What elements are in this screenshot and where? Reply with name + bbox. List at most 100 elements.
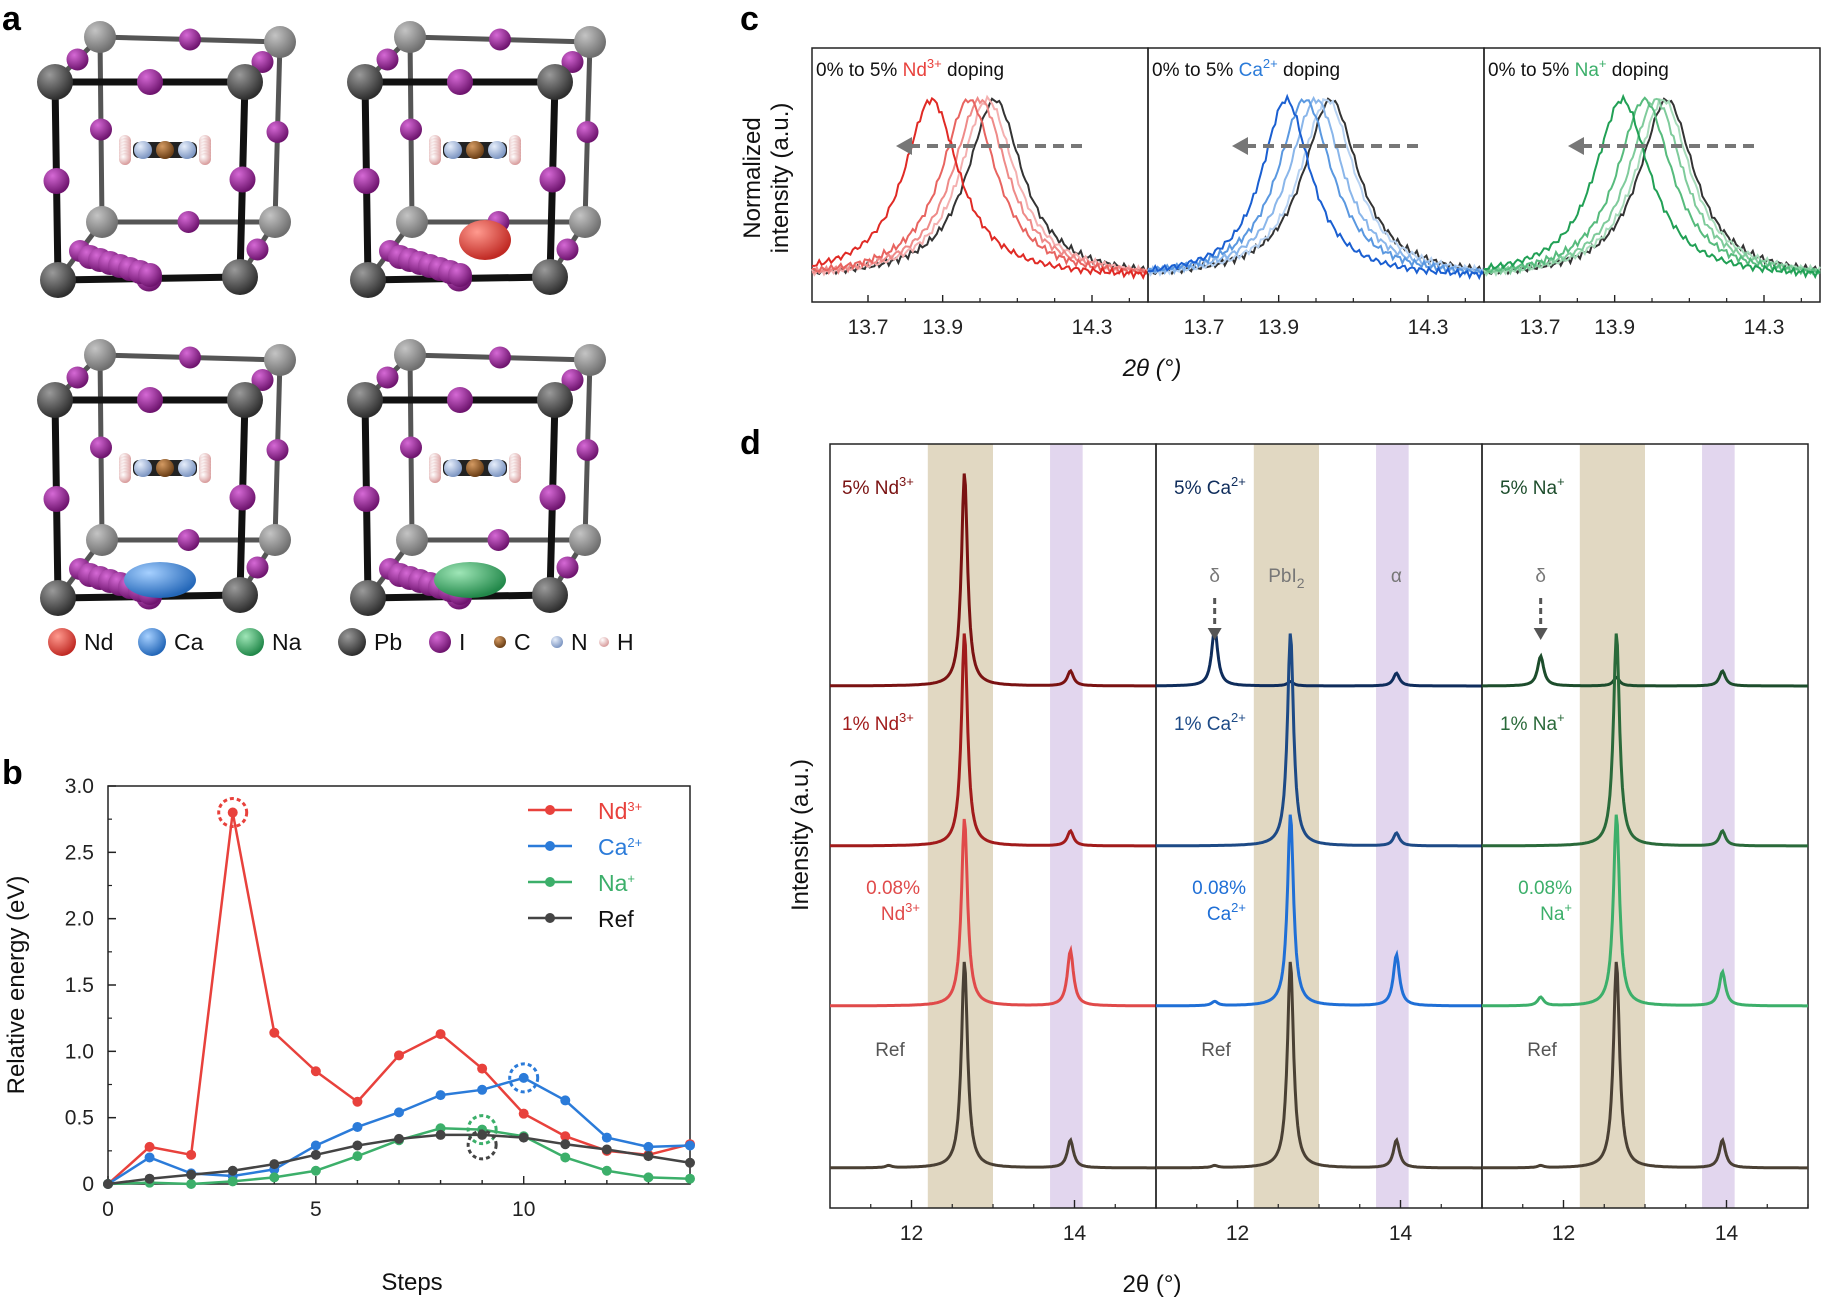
data-point-ca (394, 1107, 404, 1118)
data-point-ref (310, 1149, 321, 1160)
energy-chart-ticks: 0 0.5 1.0 1.5 2.0 2.5 3.0 0 5 10 (65, 775, 691, 1221)
data-point-nd (518, 1108, 529, 1119)
i-atom (489, 346, 511, 369)
zoom-curve-5pct (1147, 93, 1485, 281)
row-label: 5% Na+ (1500, 474, 1565, 499)
i-atom (376, 366, 399, 389)
shift-arrow-head (1568, 137, 1584, 155)
data-point-nd (435, 1029, 446, 1040)
xrd-curve-ref (830, 961, 1156, 1170)
zoom-curve-0pct (811, 97, 1149, 276)
delta-phase-label: δ (1535, 566, 1546, 587)
y-tick-label: 3.0 (65, 775, 94, 798)
row-label: 1% Nd3+ (842, 710, 914, 735)
row-label: 5% Nd3+ (842, 474, 914, 499)
zoom-curve-0p5pct (1483, 97, 1821, 276)
data-point-ref (103, 1179, 113, 1189)
subplot-title: 0% to 5% Ca2+ doping (1152, 56, 1340, 81)
row-label-ion: Ca2+ (1207, 900, 1246, 925)
i-atom (556, 556, 579, 579)
x-tick-label: 12 (900, 1222, 923, 1245)
xrd-curve-1pct (1482, 633, 1808, 848)
h-atom (509, 471, 521, 483)
data-point-nd (394, 1050, 404, 1061)
legend-swatch-nd (48, 628, 76, 656)
row-label-ref: Ref (1527, 1040, 1557, 1061)
data-point-ref (352, 1140, 363, 1151)
i-atom (539, 484, 566, 511)
xrd-curve-5pct (1482, 652, 1808, 688)
data-point-na (352, 1151, 363, 1162)
shift-arrow-head (896, 137, 912, 155)
x-tick-label: 5 (310, 1198, 322, 1221)
i-atom (229, 166, 256, 193)
legend-swatch-c (494, 636, 506, 648)
x-tick-label: 13.7 (1520, 316, 1561, 339)
x-tick-label: 14 (1715, 1222, 1739, 1245)
i-atom (487, 529, 510, 551)
row-label-ref: Ref (1201, 1040, 1231, 1061)
row-label-conc: 0.08% (1192, 878, 1246, 899)
xrd-zoom-ylabel-line1: Normalized (739, 117, 766, 238)
c-atom (156, 141, 174, 159)
pb-atom (396, 206, 428, 238)
pb-atom (574, 26, 606, 58)
phase-band-alpha (1376, 444, 1409, 1208)
alpha-phase-label: α (1391, 566, 1402, 587)
energy-chart-ylabel: Relative energy (eV) (3, 876, 30, 1095)
pb-atom (84, 21, 116, 53)
legend-label-na: Na (272, 629, 302, 655)
pb-atom (574, 344, 606, 376)
data-point-na (310, 1165, 321, 1176)
delta-arrow-head (1533, 628, 1548, 640)
xrd-zoom-ylabel-line2: intensity (a.u.) (767, 103, 794, 254)
panel-label-a: a (2, 0, 22, 38)
pbi2-phase-label: PbI2 (1268, 566, 1305, 591)
i-atom (448, 263, 472, 287)
data-point-nd (186, 1149, 197, 1160)
zoom-curve-5pct (1483, 93, 1821, 280)
data-point-ca (560, 1095, 571, 1106)
highlight-circle-nd (217, 797, 249, 829)
legend-swatch-ca (138, 628, 166, 656)
data-point-ref (518, 1132, 529, 1143)
i-atom (43, 168, 70, 194)
x-tick-label: 10 (512, 1198, 535, 1221)
row-label-conc: 0.08% (866, 878, 920, 899)
data-point-ca (310, 1140, 321, 1151)
x-tick-label: 12 (1226, 1222, 1249, 1245)
i-atom (400, 436, 422, 459)
pb-atom (532, 577, 568, 613)
data-point-nd (477, 1063, 488, 1074)
xrd-curve-5pct (830, 473, 1156, 688)
c-atom (156, 459, 174, 477)
pb-atom (227, 382, 263, 418)
x-tick-label: 14.3 (1072, 316, 1113, 339)
pb-atom (86, 206, 118, 238)
h-atom (119, 153, 131, 165)
n-atom (178, 141, 196, 159)
energy-chart-legend: Nd3+ Ca2+ Na+ Ref (528, 798, 642, 932)
data-point-na (560, 1152, 571, 1163)
pb-atom (347, 382, 383, 418)
data-point-na (227, 1176, 238, 1187)
delta-arrow-head (1207, 628, 1222, 640)
i-atom (576, 439, 599, 461)
i-atom (137, 69, 163, 95)
data-point-na (601, 1165, 612, 1176)
zoom-curve-0p08pct (811, 94, 1149, 277)
i-atom (246, 238, 269, 261)
n-atom (178, 459, 196, 477)
data-point-ref (144, 1173, 155, 1184)
i-atom (66, 48, 89, 71)
pb-atom (37, 64, 73, 100)
xrd-curve-ref (1482, 961, 1808, 1170)
y-tick-label: 2.5 (65, 841, 94, 864)
pb-atom (569, 206, 601, 238)
data-point-ca (643, 1141, 654, 1152)
data-point-ref (643, 1151, 654, 1162)
pb-atom (259, 206, 291, 238)
zoom-curve-0pct (1483, 97, 1821, 276)
i-atom (447, 69, 473, 95)
